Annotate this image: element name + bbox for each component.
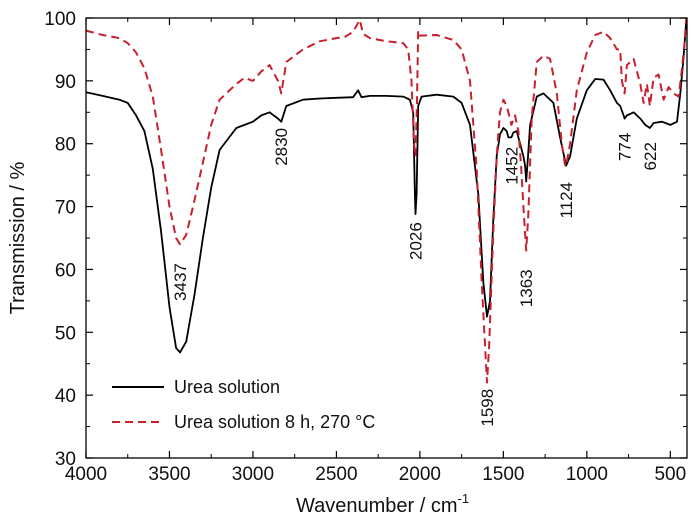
y-tick-label-40: 40 — [55, 386, 76, 407]
legend-label-urea-solution: Urea solution — [174, 377, 280, 397]
tick-labels: 4000 3500 3000 2500 2000 1500 1000 500 30 40 50 60 7… — [44, 9, 686, 485]
series-line-0 — [85, 21, 688, 354]
y-tick-label-50: 50 — [55, 323, 76, 344]
peak-label-2830: 2830 — [272, 128, 291, 166]
peak-label-1124: 1124 — [557, 182, 576, 219]
x-tick-label-3000: 3000 — [232, 464, 274, 485]
peak-annotations: 3437 2830 2026 1598 1452 1363 1124 774 622 — [171, 128, 660, 427]
peak-label-1452: 1452 — [502, 147, 521, 185]
x-tick-label-1000: 1000 — [566, 464, 608, 485]
x-axis-title-superscript: -1 — [457, 491, 469, 506]
peak-label-3437: 3437 — [171, 263, 190, 301]
axis-ticks — [85, 17, 687, 459]
legend: Urea solution Urea solution 8 h, 270 °C — [112, 377, 375, 432]
x-tick-label-1500: 1500 — [482, 464, 524, 485]
series-layer — [85, 17, 688, 384]
x-tick-label-3500: 3500 — [148, 464, 190, 485]
y-axis-title: Transmission / % — [7, 161, 29, 314]
peak-label-1363: 1363 — [517, 269, 536, 307]
y-tick-label-100: 100 — [44, 9, 76, 30]
y-tick-label-70: 70 — [55, 198, 76, 219]
y-tick-label-30: 30 — [55, 449, 76, 470]
x-axis-title: Wavenumber / cm-1 — [296, 491, 469, 517]
peak-label-1598: 1598 — [478, 389, 497, 427]
y-tick-label-60: 60 — [55, 260, 76, 281]
y-tick-label-90: 90 — [55, 72, 76, 93]
peak-label-2026: 2026 — [407, 222, 426, 260]
x-tick-label-500: 500 — [654, 464, 686, 485]
legend-label-urea-solution-8h: Urea solution 8 h, 270 °C — [174, 412, 375, 432]
x-tick-label-2000: 2000 — [399, 464, 441, 485]
x-tick-label-2500: 2500 — [315, 464, 357, 485]
series-line-1 — [85, 17, 688, 384]
peak-label-774: 774 — [616, 133, 635, 161]
peak-label-622: 622 — [641, 142, 660, 170]
x-tick-label-4000: 4000 — [65, 464, 107, 485]
x-axis-title-main: Wavenumber / cm — [296, 495, 458, 517]
y-tick-label-80: 80 — [55, 135, 76, 156]
